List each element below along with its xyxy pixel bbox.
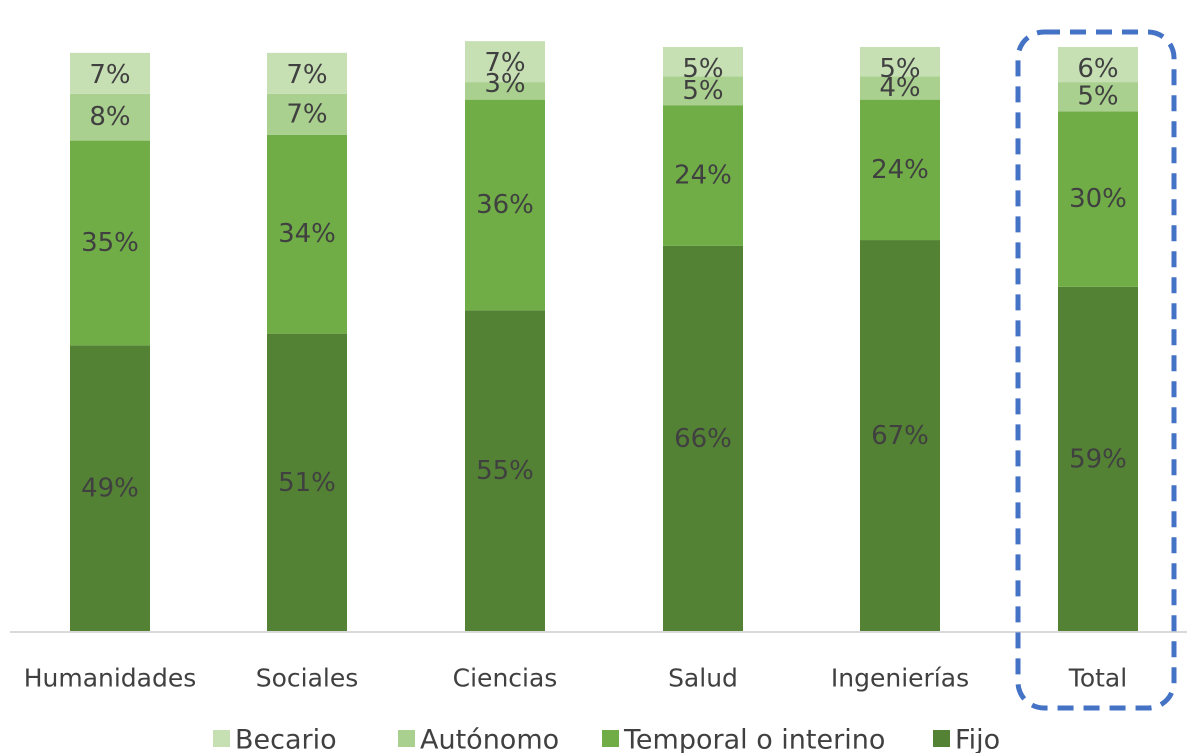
legend-swatch-autonomo: [398, 730, 415, 747]
data-label-autonomo-ciencias: 3%: [484, 69, 525, 99]
bar-segment-autonomo-sociales: [267, 93, 347, 135]
bar-segment-fijo-salud: [663, 245, 743, 632]
bar-segment-temporal-o-interino-humanidades: [70, 140, 150, 346]
category-label-ingenierias: Ingenierías: [831, 664, 969, 693]
category-label-ciencias: Ciencias: [453, 664, 558, 693]
data-label-temporal-o-interino-ingenierias: 24%: [871, 155, 929, 185]
legend-label-autonomo: Autónomo: [420, 725, 559, 753]
category-label-salud: Salud: [668, 664, 738, 693]
category-label-sociales: Sociales: [256, 664, 359, 693]
data-label-fijo-ingenierias: 67%: [871, 421, 929, 451]
data-label-temporal-o-interino-ciencias: 36%: [476, 190, 534, 220]
bar-segment-temporal-o-interino-salud: [663, 105, 743, 246]
category-labels-group: Humanidades Sociales Ciencias Salud Ingenier…: [24, 664, 1127, 693]
bar-segment-becario-salud: [663, 47, 743, 77]
data-label-autonomo-total: 5%: [1077, 82, 1118, 112]
bar-segment-becario-humanidades: [70, 52, 150, 94]
data-label-fijo-total: 59%: [1069, 444, 1127, 474]
legend-label-fijo: Fijo: [955, 725, 1000, 753]
data-label-temporal-o-interino-humanidades: 35%: [81, 228, 139, 258]
bar-segment-fijo-ingenierias: [860, 240, 940, 633]
bar-segment-autonomo-ingenierias: [860, 76, 940, 100]
legend-swatch-temporal-o-interino: [602, 730, 619, 747]
bar-segment-autonomo-humanidades: [70, 93, 150, 141]
data-label-fijo-sociales: 51%: [278, 468, 336, 498]
data-label-becario-sociales: 7%: [286, 60, 327, 90]
bar-segment-temporal-o-interino-sociales: [267, 134, 347, 334]
data-label-autonomo-humanidades: 8%: [89, 102, 130, 132]
data-label-temporal-o-interino-sociales: 34%: [278, 219, 336, 249]
data-label-becario-total: 6%: [1077, 54, 1118, 84]
legend-label-temporal-o-interino: Temporal o interino: [623, 725, 885, 753]
data-label-temporal-o-interino-salud: 24%: [674, 161, 732, 191]
data-label-fijo-ciencias: 55%: [476, 456, 534, 486]
bar-segment-becario-ciencias: [465, 41, 545, 83]
data-label-fijo-salud: 66%: [674, 424, 732, 454]
bar-segment-fijo-sociales: [267, 333, 347, 632]
bar-segment-becario-sociales: [267, 52, 347, 94]
legend-label-becario: Becario: [235, 725, 337, 753]
category-label-total: Total: [1068, 664, 1127, 693]
bar-segment-temporal-o-interino-total: [1058, 111, 1138, 287]
data-label-autonomo-ingenierias: 4%: [879, 73, 920, 103]
data-label-fijo-humanidades: 49%: [81, 474, 139, 504]
data-label-becario-salud: 5%: [682, 54, 723, 84]
bar-segment-autonomo-salud: [663, 76, 743, 106]
bar-segment-autonomo-total: [1058, 82, 1138, 112]
legend-swatch-fijo: [933, 730, 950, 747]
data-label-autonomo-salud: 5%: [682, 76, 723, 106]
legend: Becario Autónomo Temporal o interino Fijo: [213, 725, 1000, 753]
data-labels-group: 49%35%8%7%51%34%7%7%55%36%3%7%66%24%5%5%…: [81, 48, 1127, 504]
data-label-temporal-o-interino-total: 30%: [1069, 184, 1127, 214]
legend-swatch-becario: [213, 730, 230, 747]
category-label-humanidades: Humanidades: [24, 664, 197, 693]
bar-segment-becario-total: [1058, 47, 1138, 83]
bar-segment-temporal-o-interino-ciencias: [465, 99, 545, 311]
total-highlight-box: [1015, 29, 1177, 711]
bar-segment-becario-ingenierias: [860, 47, 940, 77]
bar-segment-temporal-o-interino-ingenierias: [860, 99, 940, 241]
data-label-autonomo-sociales: 7%: [286, 99, 327, 129]
data-label-becario-ingenierias: 5%: [879, 54, 920, 84]
bar-segment-fijo-ciencias: [465, 310, 545, 632]
bar-segment-autonomo-ciencias: [465, 82, 545, 100]
data-label-becario-humanidades: 7%: [89, 60, 130, 90]
bar-segment-fijo-total: [1058, 286, 1138, 632]
bars-group: [70, 41, 1138, 633]
bar-segment-fijo-humanidades: [70, 345, 150, 632]
data-label-becario-ciencias: 7%: [484, 48, 525, 78]
